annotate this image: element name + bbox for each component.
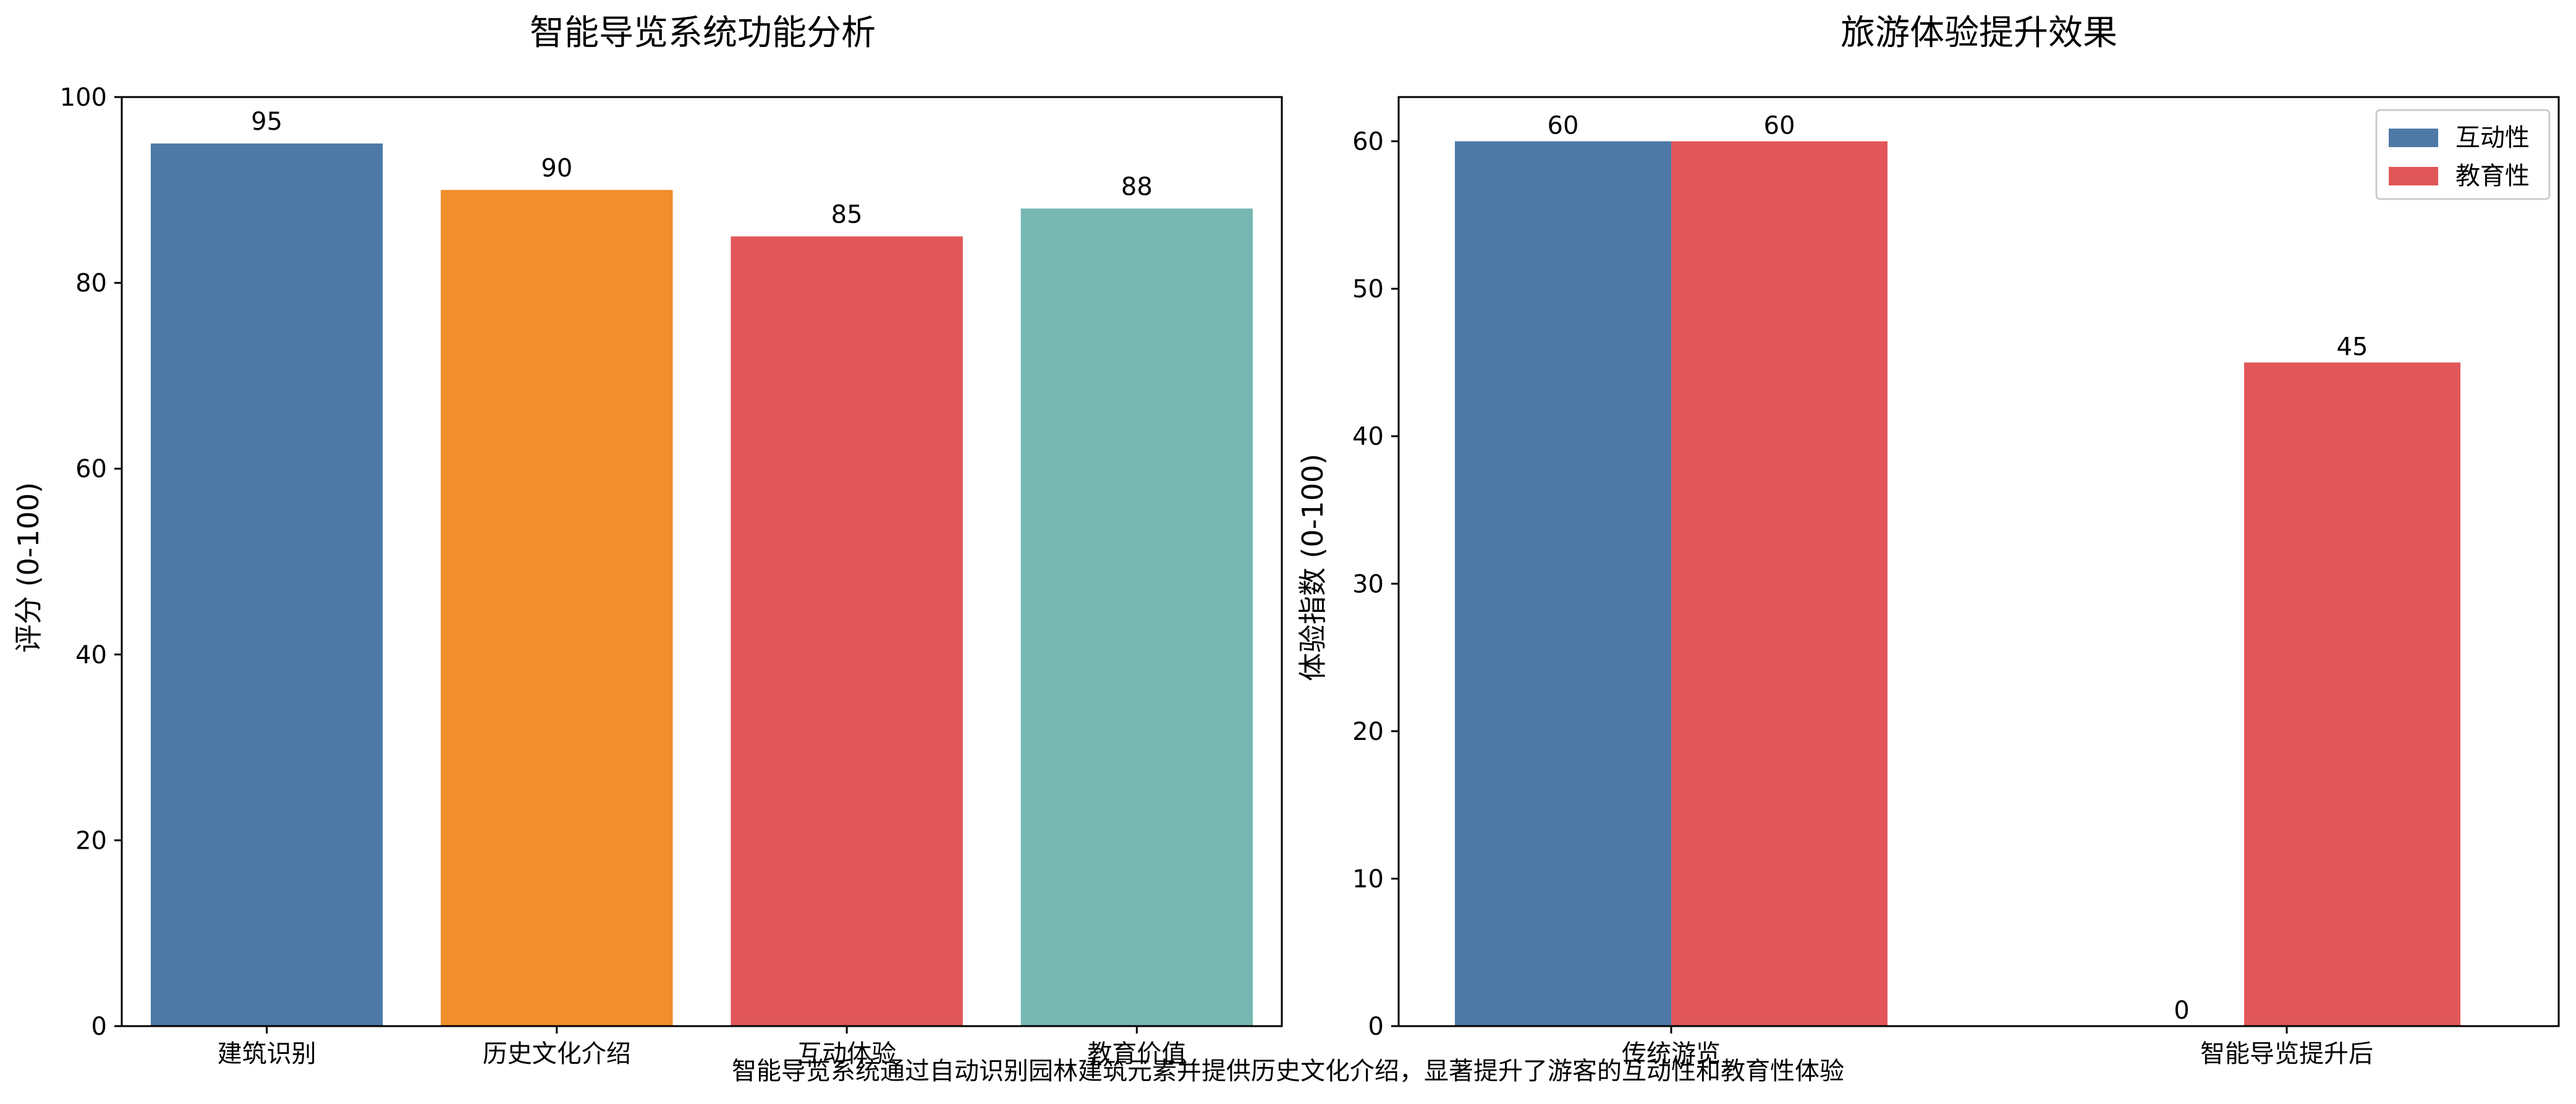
bar-group: 60 60 0 45 bbox=[1455, 112, 2460, 1027]
x-tick-label: 智能导览提升后 bbox=[2200, 1040, 2373, 1068]
y-tick-label: 100 bbox=[60, 83, 107, 112]
legend-label: 教育性 bbox=[2455, 162, 2530, 190]
bar bbox=[731, 236, 963, 1027]
y-tick-label: 0 bbox=[1368, 1013, 1384, 1041]
bar bbox=[1455, 141, 1671, 1027]
y-tick-label: 60 bbox=[75, 455, 107, 483]
y-tick-label: 40 bbox=[75, 641, 107, 669]
y-tick-label: 40 bbox=[1352, 423, 1384, 451]
x-tick-label: 互动体验 bbox=[797, 1040, 896, 1068]
y-tick-label: 20 bbox=[1352, 718, 1384, 746]
y-tick-label: 50 bbox=[1352, 275, 1384, 304]
legend-label: 互动性 bbox=[2455, 124, 2530, 152]
y-tick-label: 0 bbox=[91, 1013, 107, 1041]
bar bbox=[1671, 141, 1888, 1027]
bar-group: 95 90 85 88 bbox=[150, 108, 1253, 1027]
y-axis-label: 体验指数 (0-100) bbox=[1296, 454, 1329, 681]
y-axis: 0 10 20 30 40 50 60 bbox=[1352, 128, 1399, 1041]
x-tick-label: 历史文化介绍 bbox=[483, 1040, 631, 1068]
legend-swatch bbox=[2389, 129, 2438, 147]
plot-frame bbox=[121, 96, 1283, 1027]
chart-experience-improvement: 旅游体验提升效果 体验指数 (0-100) 60 60 0 45 0 10 20 30 40 5… bbox=[1296, 13, 2560, 1068]
bar bbox=[150, 143, 383, 1026]
chart-title: 旅游体验提升效果 bbox=[1841, 13, 2117, 53]
x-axis: 建筑识别 历史文化介绍 互动体验 教育价值 bbox=[218, 1026, 1186, 1068]
data-label: 85 bbox=[831, 200, 863, 229]
y-tick-label: 10 bbox=[1352, 865, 1384, 893]
data-label: 60 bbox=[1764, 112, 1795, 140]
y-tick-label: 30 bbox=[1352, 570, 1384, 598]
x-tick-label: 教育价值 bbox=[1087, 1040, 1186, 1068]
chart-title: 智能导览系统功能分析 bbox=[530, 13, 876, 53]
bar bbox=[2244, 362, 2460, 1026]
y-axis-label: 评分 (0-100) bbox=[12, 482, 45, 653]
data-label: 60 bbox=[1548, 112, 1579, 140]
data-label: 45 bbox=[2337, 333, 2368, 361]
legend-swatch bbox=[2389, 167, 2438, 185]
bar bbox=[441, 190, 673, 1026]
plot-frame bbox=[1397, 96, 2560, 1027]
data-label: 90 bbox=[541, 154, 572, 182]
y-tick-label: 20 bbox=[75, 826, 107, 855]
x-tick-label: 建筑识别 bbox=[218, 1040, 316, 1068]
chart-function-analysis: 智能导览系统功能分析 评分 (0-100) 95 90 85 88 0 20 40 60 80… bbox=[12, 13, 1283, 1068]
footnote-caption: 智能导览系统通过自动识别园林建筑元素并提供历史文化介绍，显著提升了游客的互动性和… bbox=[732, 1057, 1844, 1085]
y-tick-label: 60 bbox=[1352, 128, 1384, 156]
data-label: 88 bbox=[1121, 172, 1153, 201]
data-label: 0 bbox=[2174, 996, 2189, 1025]
y-axis: 0 20 40 60 80 100 bbox=[60, 83, 122, 1041]
y-tick-label: 80 bbox=[75, 270, 107, 298]
x-tick-label: 传统游览 bbox=[1622, 1040, 1721, 1068]
x-axis: 传统游览 智能导览提升后 bbox=[1622, 1026, 2373, 1068]
bar bbox=[1020, 208, 1253, 1026]
data-label: 95 bbox=[251, 108, 282, 136]
